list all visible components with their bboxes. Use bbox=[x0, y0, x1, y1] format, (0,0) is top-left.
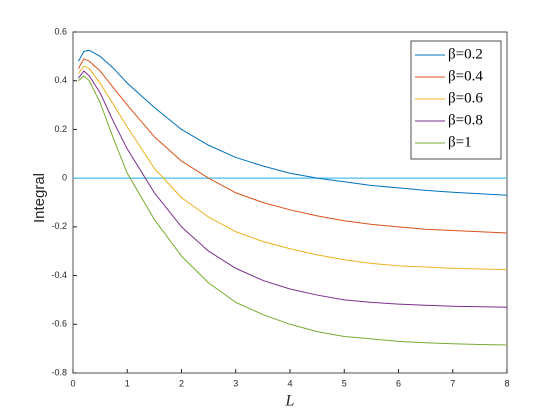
series-line bbox=[78, 75, 508, 346]
x-tick-label: 1 bbox=[125, 378, 130, 388]
axes-box bbox=[72, 31, 508, 374]
y-tick-label: -0.2 bbox=[51, 221, 67, 231]
legend-label: β=0.8 bbox=[448, 112, 483, 128]
y-tick-label: 0.6 bbox=[54, 26, 67, 36]
x-tick-label: 5 bbox=[342, 378, 347, 388]
legend-label: β=1 bbox=[448, 134, 472, 150]
y-tick-label: -0.4 bbox=[51, 270, 67, 280]
y-tick-label: -0.8 bbox=[51, 367, 67, 377]
x-axis-label: L bbox=[285, 393, 295, 410]
legend-box bbox=[410, 40, 502, 160]
x-tick-label: 4 bbox=[287, 378, 292, 388]
legend-label: β=0.4 bbox=[448, 68, 483, 84]
y-tick-label: -0.6 bbox=[51, 319, 67, 329]
legend-label: β=0.6 bbox=[448, 90, 483, 106]
x-tick-label: 2 bbox=[179, 378, 184, 388]
y-tick-label: 0.2 bbox=[54, 124, 67, 134]
x-tick-label: 3 bbox=[233, 378, 238, 388]
x-tick-label: 7 bbox=[450, 378, 455, 388]
x-tick-label: 8 bbox=[504, 378, 509, 388]
x-tick-label: 6 bbox=[396, 378, 401, 388]
series-line bbox=[78, 70, 508, 308]
series-line bbox=[78, 65, 508, 270]
y-axis-label: Integral bbox=[31, 173, 48, 223]
series-line bbox=[77, 58, 508, 234]
x-tick-label: 0 bbox=[70, 378, 75, 388]
y-tick-label: 0.4 bbox=[54, 75, 67, 85]
legend-label: β=0.2 bbox=[448, 46, 483, 62]
series-line bbox=[77, 49, 508, 196]
y-tick-label: 0 bbox=[62, 173, 67, 183]
